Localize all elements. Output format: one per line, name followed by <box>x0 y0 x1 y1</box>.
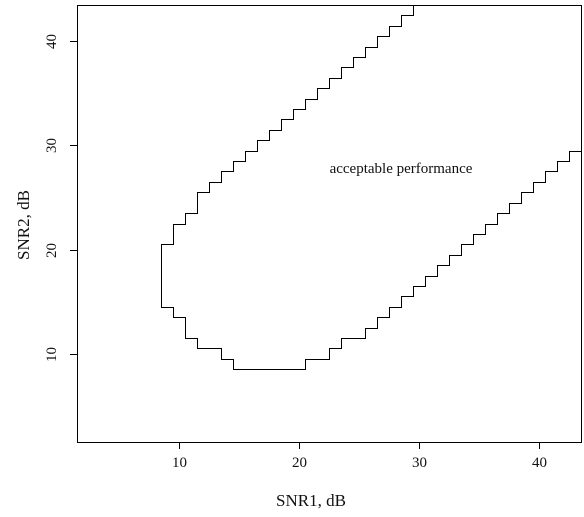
x-tick-label: 20 <box>292 455 307 471</box>
y-tick-label: 10 <box>44 347 60 362</box>
plot-border <box>77 5 582 443</box>
series-layer <box>161 5 582 370</box>
x-tick-label: 40 <box>532 455 547 471</box>
chart-annotation: acceptable performance <box>330 161 473 177</box>
y-tick-label: 30 <box>44 138 60 153</box>
series-line-0 <box>161 5 582 370</box>
y-tick-label: 20 <box>44 243 60 258</box>
x-tick-label: 10 <box>172 455 187 471</box>
y-tick-label: 40 <box>44 34 60 49</box>
x-tick-label: 30 <box>412 455 427 471</box>
axes-layer: 10 20 30 40 10 20 30 40 <box>44 5 582 471</box>
x-axis-label: SNR1, dB <box>276 491 346 510</box>
y-axis-label: SNR2, dB <box>14 190 33 260</box>
